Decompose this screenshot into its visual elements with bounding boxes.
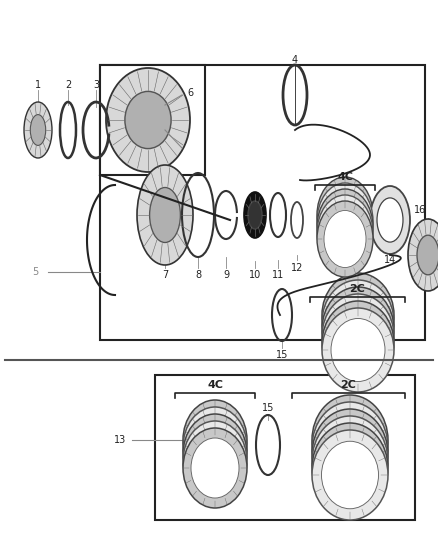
- Ellipse shape: [322, 308, 394, 392]
- Ellipse shape: [106, 68, 190, 172]
- Ellipse shape: [324, 192, 366, 249]
- Ellipse shape: [137, 165, 193, 265]
- Ellipse shape: [312, 402, 388, 492]
- Text: 6: 6: [187, 88, 193, 98]
- Ellipse shape: [331, 284, 385, 346]
- Text: 9: 9: [223, 270, 229, 280]
- Ellipse shape: [377, 198, 403, 242]
- Ellipse shape: [317, 183, 373, 259]
- Ellipse shape: [312, 423, 388, 513]
- Ellipse shape: [322, 301, 394, 385]
- Bar: [100, 65, 425, 340]
- Ellipse shape: [183, 407, 247, 487]
- Ellipse shape: [191, 438, 239, 498]
- Ellipse shape: [322, 280, 394, 364]
- Text: 16: 16: [414, 205, 426, 215]
- Text: 5: 5: [32, 267, 38, 277]
- Ellipse shape: [324, 187, 366, 244]
- Text: 4C: 4C: [337, 172, 353, 182]
- Ellipse shape: [370, 186, 410, 254]
- Ellipse shape: [244, 192, 266, 238]
- Ellipse shape: [312, 409, 388, 499]
- Text: 11: 11: [272, 270, 284, 280]
- Text: 13: 13: [114, 435, 126, 445]
- Ellipse shape: [191, 417, 239, 477]
- Text: 12: 12: [291, 263, 303, 273]
- Text: 15: 15: [262, 403, 274, 413]
- Ellipse shape: [321, 441, 378, 509]
- Ellipse shape: [317, 195, 373, 271]
- Ellipse shape: [324, 198, 366, 255]
- Ellipse shape: [125, 91, 171, 149]
- Ellipse shape: [312, 430, 388, 520]
- Ellipse shape: [322, 294, 394, 378]
- Ellipse shape: [324, 211, 366, 268]
- Ellipse shape: [183, 428, 247, 508]
- Ellipse shape: [183, 400, 247, 480]
- Ellipse shape: [321, 406, 378, 474]
- Ellipse shape: [191, 431, 239, 491]
- Text: 3: 3: [93, 80, 99, 90]
- Ellipse shape: [248, 201, 262, 229]
- Ellipse shape: [322, 287, 394, 371]
- Text: 15: 15: [276, 350, 288, 360]
- Text: 4C: 4C: [207, 380, 223, 390]
- Text: 14: 14: [384, 255, 396, 265]
- Ellipse shape: [331, 290, 385, 353]
- Text: 8: 8: [195, 270, 201, 280]
- Ellipse shape: [317, 201, 373, 277]
- Bar: [155, 375, 415, 520]
- Ellipse shape: [321, 427, 378, 495]
- Ellipse shape: [324, 205, 366, 262]
- Text: 7: 7: [162, 270, 168, 280]
- Bar: [100, 65, 205, 175]
- Text: 2C: 2C: [350, 284, 365, 294]
- Ellipse shape: [150, 188, 180, 243]
- Ellipse shape: [191, 410, 239, 470]
- Ellipse shape: [321, 420, 378, 488]
- Ellipse shape: [331, 319, 385, 382]
- Ellipse shape: [331, 297, 385, 360]
- Text: 2C: 2C: [341, 380, 357, 390]
- Text: 2: 2: [65, 80, 71, 90]
- Ellipse shape: [321, 434, 378, 502]
- Text: 1: 1: [35, 80, 41, 90]
- Ellipse shape: [183, 414, 247, 494]
- Text: 10: 10: [249, 270, 261, 280]
- Ellipse shape: [312, 416, 388, 506]
- Ellipse shape: [191, 424, 239, 484]
- Ellipse shape: [417, 235, 438, 275]
- Ellipse shape: [408, 219, 438, 291]
- Ellipse shape: [183, 421, 247, 501]
- Ellipse shape: [331, 304, 385, 367]
- Text: 4: 4: [292, 55, 298, 65]
- Ellipse shape: [317, 177, 373, 253]
- Ellipse shape: [312, 395, 388, 485]
- Ellipse shape: [321, 413, 378, 481]
- Ellipse shape: [322, 273, 394, 357]
- Ellipse shape: [317, 189, 373, 265]
- Ellipse shape: [30, 115, 46, 146]
- Ellipse shape: [331, 311, 385, 375]
- Ellipse shape: [24, 102, 52, 158]
